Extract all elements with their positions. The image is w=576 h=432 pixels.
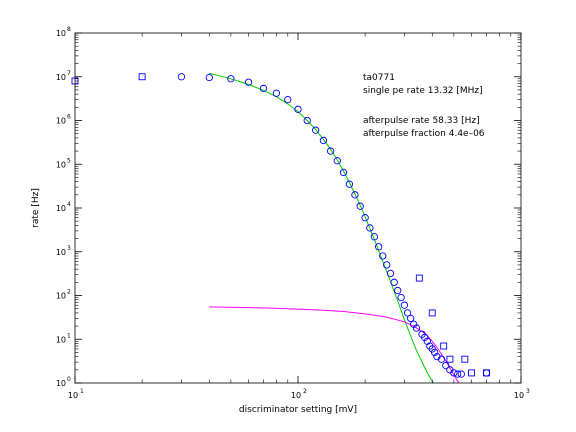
data-point-circle [379, 252, 387, 260]
data-point-square [446, 355, 454, 363]
y-tick-label: 10 [56, 117, 66, 126]
data-point-circle [457, 370, 465, 378]
y-tick-label: 10 [56, 292, 66, 301]
y-tick-label-exponent: 1 [67, 332, 71, 339]
x-tick-label: 10 [291, 391, 301, 400]
data-point-circle [272, 89, 281, 97]
data-point-circle [244, 78, 253, 86]
data-point-circle [442, 361, 450, 370]
data-point-circle [351, 191, 359, 199]
x-axis-label: discriminator setting [mV] [239, 405, 357, 415]
data-point-circle [397, 293, 405, 302]
data-point-circle [403, 309, 412, 317]
data-point-circle [482, 369, 491, 377]
y-tick-label: 10 [56, 335, 66, 344]
y-tick-label-exponent: 6 [67, 114, 71, 121]
y-tick-label-exponent: 8 [67, 26, 71, 33]
x-tick-label: 10 [514, 391, 524, 400]
x-tick-label-exponent: 2 [303, 388, 307, 395]
series-2-line [209, 72, 434, 383]
data-point-circle [433, 353, 441, 361]
data-point-circle [450, 369, 458, 377]
data-point-circle [454, 370, 462, 378]
data-point-circle [319, 136, 328, 145]
data-point-circle [345, 180, 354, 188]
data-point-square [415, 274, 423, 282]
y-tick-label-exponent: 7 [67, 70, 71, 77]
data-point-circle [205, 73, 213, 82]
y-tick-label-exponent: 4 [67, 201, 71, 208]
data-point-circle [177, 73, 186, 81]
data-point-circle [366, 224, 374, 232]
data-point-circle [370, 233, 379, 241]
y-tick-label: 10 [56, 160, 66, 169]
data-point-circle [312, 126, 320, 134]
data-point-circle [333, 157, 341, 165]
data-point-square [440, 342, 448, 350]
data-point-square [428, 309, 436, 317]
y-tick-label: 10 [56, 248, 66, 257]
data-point-circle [437, 355, 446, 363]
data-point-circle [326, 147, 335, 155]
x-tick-label-exponent: 3 [526, 388, 530, 395]
plot-marks [71, 72, 491, 383]
x-tick-label: 10 [68, 391, 78, 400]
data-point-circle [390, 278, 398, 286]
y-tick-label-exponent: 3 [67, 245, 71, 252]
data-point-circle [361, 214, 369, 222]
data-point-circle [394, 286, 402, 295]
data-point-circle [375, 243, 383, 251]
y-tick-label: 10 [56, 29, 66, 38]
data-point-circle [259, 84, 268, 93]
data-point-circle [339, 168, 348, 177]
data-point-square [461, 355, 469, 363]
y-tick-label: 10 [56, 204, 66, 213]
data-point-circle [284, 95, 292, 104]
data-point-circle [400, 301, 409, 309]
data-point-square [468, 369, 475, 377]
annotation-pmt-id: ta0771 [363, 73, 395, 83]
data-point-circle [356, 202, 364, 210]
y-tick-label-exponent: 0 [67, 376, 71, 383]
data-point-circle [412, 324, 421, 332]
data-point-circle [227, 75, 235, 83]
data-point-circle [406, 314, 415, 323]
y-tick-label-exponent: 5 [67, 157, 71, 164]
annotation-afterpulse-fraction: afterpulse fraction 4.4e–06 [363, 129, 485, 139]
data-point-circle [383, 261, 391, 269]
data-point-circle [431, 348, 439, 357]
y-tick-label-exponent: 2 [67, 289, 71, 296]
y-tick-label: 10 [56, 73, 66, 82]
data-point-circle [294, 105, 302, 113]
data-point-square [138, 73, 146, 81]
data-point-circle [303, 116, 311, 125]
y-axis-label: rate [Hz] [31, 188, 41, 228]
x-tick-label-exponent: 1 [80, 388, 84, 395]
data-point-circle [421, 333, 429, 342]
annotation-afterpulse-rate: afterpulse rate 58.33 [Hz] [363, 116, 480, 126]
y-tick-label: 10 [56, 379, 66, 388]
annotation-single-pe-rate: single pe rate 13.32 [MHz] [363, 86, 483, 96]
data-point-circle [386, 269, 395, 278]
plot-area-frame [74, 32, 522, 384]
